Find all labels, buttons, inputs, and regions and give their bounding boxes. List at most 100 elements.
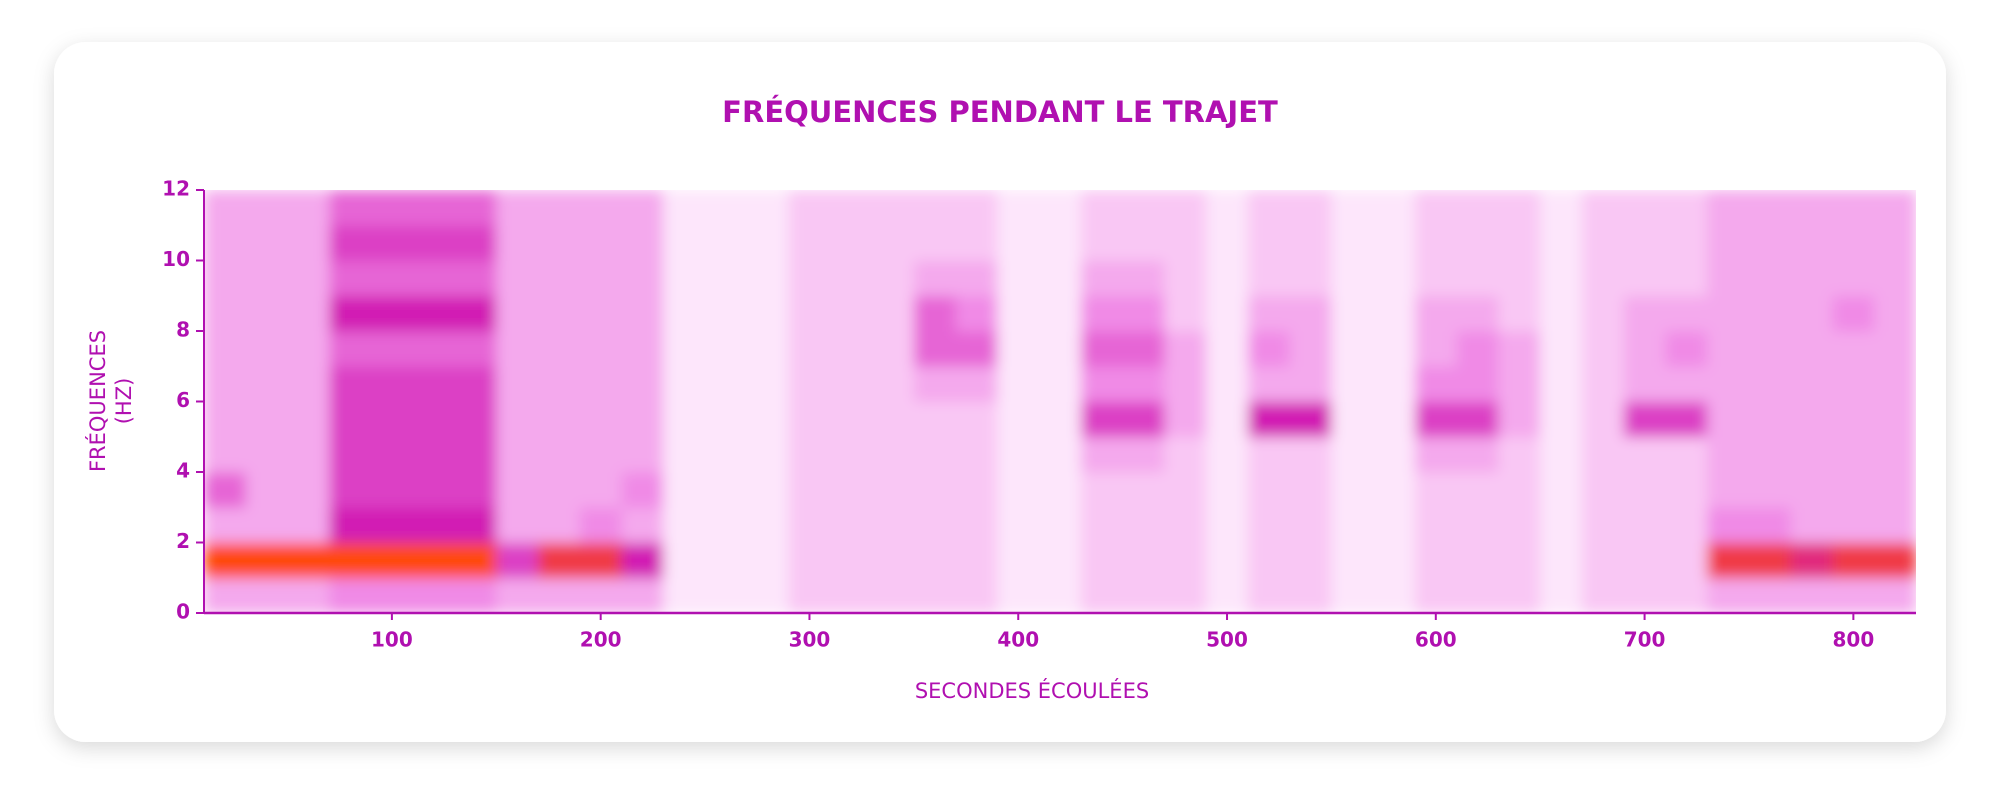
heatmap-cell [1623, 472, 1666, 508]
heatmap-cell [579, 436, 623, 473]
x-tick-label: 600 [1415, 628, 1457, 652]
heatmap-cell [621, 190, 664, 226]
heatmap-cell [663, 190, 706, 226]
heatmap-cell [454, 401, 497, 438]
heatmap-cell [412, 577, 456, 613]
heatmap-cell [1122, 366, 1165, 402]
heatmap-cell [329, 225, 372, 261]
heatmap-cell [1832, 401, 1875, 438]
heatmap-cell [496, 190, 539, 226]
heatmap-cell [997, 542, 1040, 579]
heatmap-cell [1122, 542, 1165, 579]
heatmap-cell [830, 295, 873, 332]
heatmap-cell [788, 436, 831, 473]
y-tick-label: 8 [176, 318, 190, 342]
x-tick-label: 200 [580, 628, 622, 652]
heatmap-cell [1289, 507, 1332, 543]
heatmap-cell [1080, 366, 1124, 402]
heatmap-cell [621, 507, 664, 543]
heatmap-cell [913, 436, 957, 473]
heatmap-cell [1039, 366, 1082, 402]
heatmap-cell [830, 472, 873, 508]
heatmap-cell [1748, 542, 1792, 579]
heatmap-cell [830, 331, 873, 367]
heatmap-cell [1748, 472, 1792, 508]
heatmap-cell [1331, 366, 1374, 402]
heatmap-cell [1080, 260, 1124, 297]
heatmap-cell [204, 295, 247, 332]
heatmap-cell [913, 577, 957, 613]
heatmap-cell [1498, 331, 1541, 367]
heatmap-cell [1456, 507, 1499, 543]
heatmap-cell [538, 190, 581, 226]
heatmap-cell [1122, 472, 1165, 508]
heatmap-cell [496, 366, 539, 402]
heatmap-cell [705, 331, 748, 367]
heatmap-cell [204, 331, 247, 367]
heatmap-cell [1456, 225, 1499, 261]
heatmap-cell [204, 436, 247, 473]
heatmap-cell [913, 225, 957, 261]
heatmap-cell [1039, 190, 1082, 226]
heatmap-cell [1498, 436, 1541, 473]
heatmap-cell [1456, 260, 1499, 297]
heatmap-cell [1540, 295, 1583, 332]
heatmap-cell [705, 190, 748, 226]
heatmap-cell [955, 401, 998, 438]
heatmap-cell [1373, 577, 1416, 613]
heatmap-cell [245, 225, 289, 261]
heatmap-cell [412, 507, 456, 543]
heatmap-cell [1874, 260, 1916, 297]
heatmap-cell [1581, 190, 1625, 226]
heatmap-cell [1581, 401, 1625, 438]
heatmap-cell [1331, 190, 1374, 226]
heatmap-cell [1247, 542, 1291, 579]
y-tick-label: 0 [176, 600, 190, 624]
heatmap-cell [1122, 260, 1165, 297]
y-tick-label: 12 [162, 177, 190, 201]
heatmap-cell [705, 542, 748, 579]
heatmap-cell [496, 507, 539, 543]
heatmap-cell [1790, 577, 1833, 613]
heatmap-cell [1623, 401, 1666, 438]
heatmap-cell [913, 401, 957, 438]
heatmap-cell [454, 260, 497, 297]
heatmap-cell [1790, 366, 1833, 402]
heatmap-cell [1039, 401, 1082, 438]
heatmap-cell [872, 472, 915, 508]
heatmap-cell [1623, 295, 1666, 332]
heatmap-cell [1080, 190, 1124, 226]
heatmap-cell [1039, 295, 1082, 332]
heatmap-cell [454, 225, 497, 261]
heatmap-cell [746, 225, 790, 261]
heatmap-cell [1164, 542, 1207, 579]
heatmap-cell [1289, 542, 1332, 579]
heatmap-cell [1790, 260, 1833, 297]
heatmap-cell [1206, 436, 1249, 473]
heatmap-cell [1623, 436, 1666, 473]
heatmap-cell [663, 542, 706, 579]
heatmap-cell [1247, 295, 1291, 332]
heatmap-cell [1498, 366, 1541, 402]
heatmap-cell [371, 507, 414, 543]
heatmap-cell [1206, 472, 1249, 508]
heatmap-cell [1373, 366, 1416, 402]
heatmap-cell [1206, 542, 1249, 579]
y-tick-label: 4 [176, 459, 190, 483]
heatmap-cell [1247, 472, 1291, 508]
heatmap-cell [371, 366, 414, 402]
heatmap-cell [705, 472, 748, 508]
heatmap-cell [1498, 401, 1541, 438]
heatmap-cells [204, 190, 1916, 613]
heatmap-cell [329, 472, 372, 508]
heatmap-cell [1414, 190, 1458, 226]
heatmap-cell [1331, 507, 1374, 543]
heatmap-cell [872, 507, 915, 543]
heatmap-cell [371, 295, 414, 332]
heatmap-cell [1540, 190, 1583, 226]
heatmap-cell [830, 260, 873, 297]
heatmap-cell [1665, 472, 1708, 508]
heatmap-cell [371, 472, 414, 508]
y-tick-label: 6 [176, 388, 190, 412]
heatmap-cell [746, 436, 790, 473]
